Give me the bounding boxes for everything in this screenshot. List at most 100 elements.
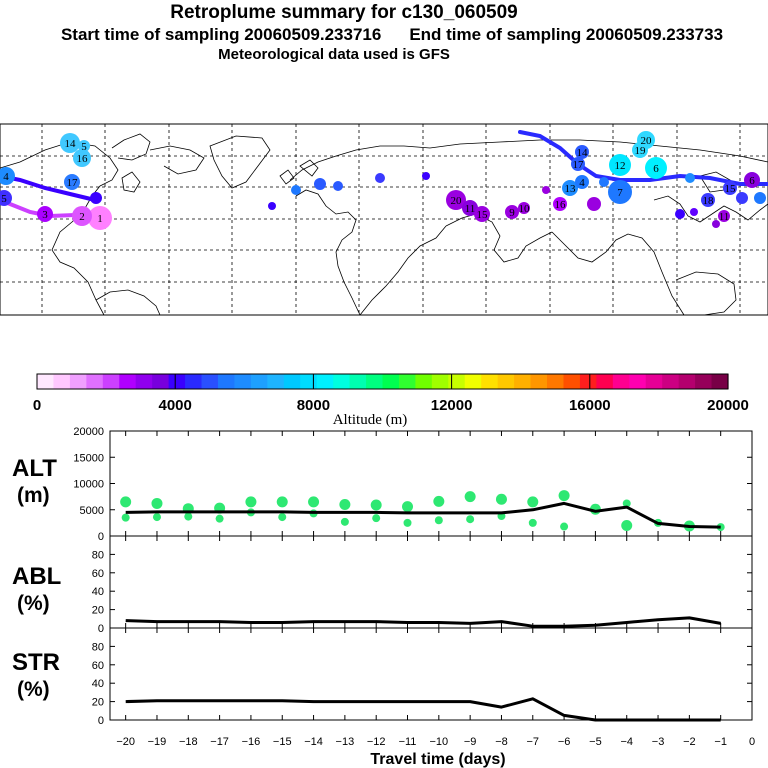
y-tick-label: 20000 [73, 426, 104, 438]
alt-scatter-point [466, 515, 475, 524]
colorbar-cell [349, 374, 367, 389]
trajectory-day-label: 13 [565, 183, 577, 195]
trajectory-cluster [562, 180, 578, 196]
x-tick-label: −2 [683, 736, 696, 748]
colorbar-cell [217, 374, 236, 389]
trajectory-cluster [744, 172, 760, 188]
time-series-panels: 0 5000 10000 15000 20000 0 20 40 60 80 0 20 40 60 80 −2… [12, 426, 755, 768]
y-tick-label: 15000 [73, 452, 104, 464]
trajectory-day-label: 15 [725, 183, 737, 195]
colorbar-cell [481, 374, 499, 389]
trajectory-day-label: 6 [653, 163, 659, 175]
met-data-label: Meteorological data used is GFS [218, 46, 450, 63]
series-line [125, 501, 721, 529]
trajectory-cluster [587, 197, 601, 211]
alt-scatter-point [245, 496, 257, 508]
abl-panel-unit: (%) [17, 592, 50, 615]
trajectory-cluster [78, 140, 90, 152]
trajectory-cluster [712, 220, 720, 228]
alt-scatter-point [560, 522, 569, 531]
trajectory-cluster [754, 192, 766, 204]
trajectory-day-label: 11 [719, 211, 730, 223]
map-frame [0, 123, 768, 316]
trajectory-day-label: 5 [81, 141, 87, 153]
trajectory-day-label: 4 [579, 177, 585, 189]
alt-scatter-point [215, 514, 224, 523]
trajectory-cluster [64, 174, 80, 190]
alt-scatter-point [184, 512, 193, 521]
y-tick-label: 20 [92, 605, 104, 617]
trajectory-cluster [736, 192, 748, 204]
x-tick-label: −9 [464, 736, 477, 748]
x-tick-label: −18 [179, 736, 198, 748]
colorbar-cell [711, 374, 729, 389]
trajectory-day-label: 1 [97, 213, 103, 225]
trajectory-cluster [0, 190, 12, 206]
x-tick-label: −13 [336, 736, 355, 748]
str-panel-unit: (%) [17, 678, 50, 701]
trajectory-cluster [0, 167, 15, 185]
trajectory-cluster [571, 157, 585, 171]
trajectory-cluster [505, 205, 519, 219]
alt-scatter-point [558, 490, 570, 502]
x-tick-label: −5 [589, 736, 602, 748]
series-line [125, 616, 721, 628]
x-axis-label: Travel time (days) [370, 751, 505, 768]
trajectory-cluster [291, 185, 301, 195]
trajectory-day-label: 2 [79, 211, 85, 223]
trajectory-cluster [690, 208, 698, 216]
alt-panel-label: ALT [12, 455, 57, 482]
colorbar-cell [645, 374, 663, 389]
x-tick-label: −16 [242, 736, 261, 748]
trajectory-day-label: 17 [573, 159, 585, 171]
colorbar-label: Altitude (m) [333, 412, 408, 428]
colorbar-cell [530, 374, 548, 389]
colorbar-cell [547, 374, 565, 389]
alt-scatter-point [433, 495, 445, 507]
colorbar-cell [579, 374, 597, 389]
alt-scatter-point [276, 496, 288, 508]
trajectory-cluster [462, 200, 478, 216]
trajectory-day-label: 16 [77, 153, 89, 165]
colorbar-cell [119, 374, 137, 389]
sampling-times: Start time of sampling 20060509.233716 En… [8, 25, 768, 45]
alt-scatter-point [622, 499, 631, 508]
trajectory-day-label: 12 [615, 160, 626, 172]
alt-scatter-point [370, 499, 382, 511]
trajectory-cluster [718, 210, 730, 222]
start-time-label: Start time of sampling 20060509.233716 [60, 25, 382, 44]
trajectory-cluster [575, 175, 589, 189]
trajectory-cluster [599, 177, 609, 187]
trajectory-cluster [90, 192, 102, 204]
x-tick-label: −12 [367, 736, 386, 748]
colorbar-cell [695, 374, 713, 389]
trajectory-cluster [632, 142, 648, 158]
panels-frame [109, 430, 753, 721]
colorbar-cell [382, 374, 400, 389]
alt-panel-unit: (m) [17, 484, 50, 507]
trajectory-cluster [314, 178, 326, 190]
colorbar-cell [168, 374, 186, 389]
trajectory-day-label: 6 [749, 175, 755, 187]
trajectory-cluster [333, 181, 343, 191]
trajectory-cluster [88, 206, 112, 230]
trajectory-cluster [609, 154, 631, 176]
colorbar-cell [250, 374, 268, 389]
trajectory-day-label: 4 [3, 171, 9, 183]
colorbar-tick-labels: 0 4000 8000 12000 16000 20000 [33, 374, 749, 414]
x-tick-label: −19 [148, 736, 167, 748]
end-time-label: End time of sampling 20060509.233733 [409, 25, 724, 44]
colorbar-cell [316, 374, 334, 389]
colorbar-cell [464, 374, 482, 389]
alt-scatter-point [339, 499, 351, 510]
y-tick-label: 0 [98, 623, 104, 635]
x-tick-label: −17 [210, 736, 229, 748]
x-tick-label: −8 [495, 736, 508, 748]
trajectory-cluster [37, 206, 53, 222]
y-tick-label: 40 [92, 678, 104, 690]
y-tick-label: 20 [92, 697, 104, 709]
colorbar-cell [102, 374, 120, 389]
colorbar-cell [448, 374, 466, 389]
